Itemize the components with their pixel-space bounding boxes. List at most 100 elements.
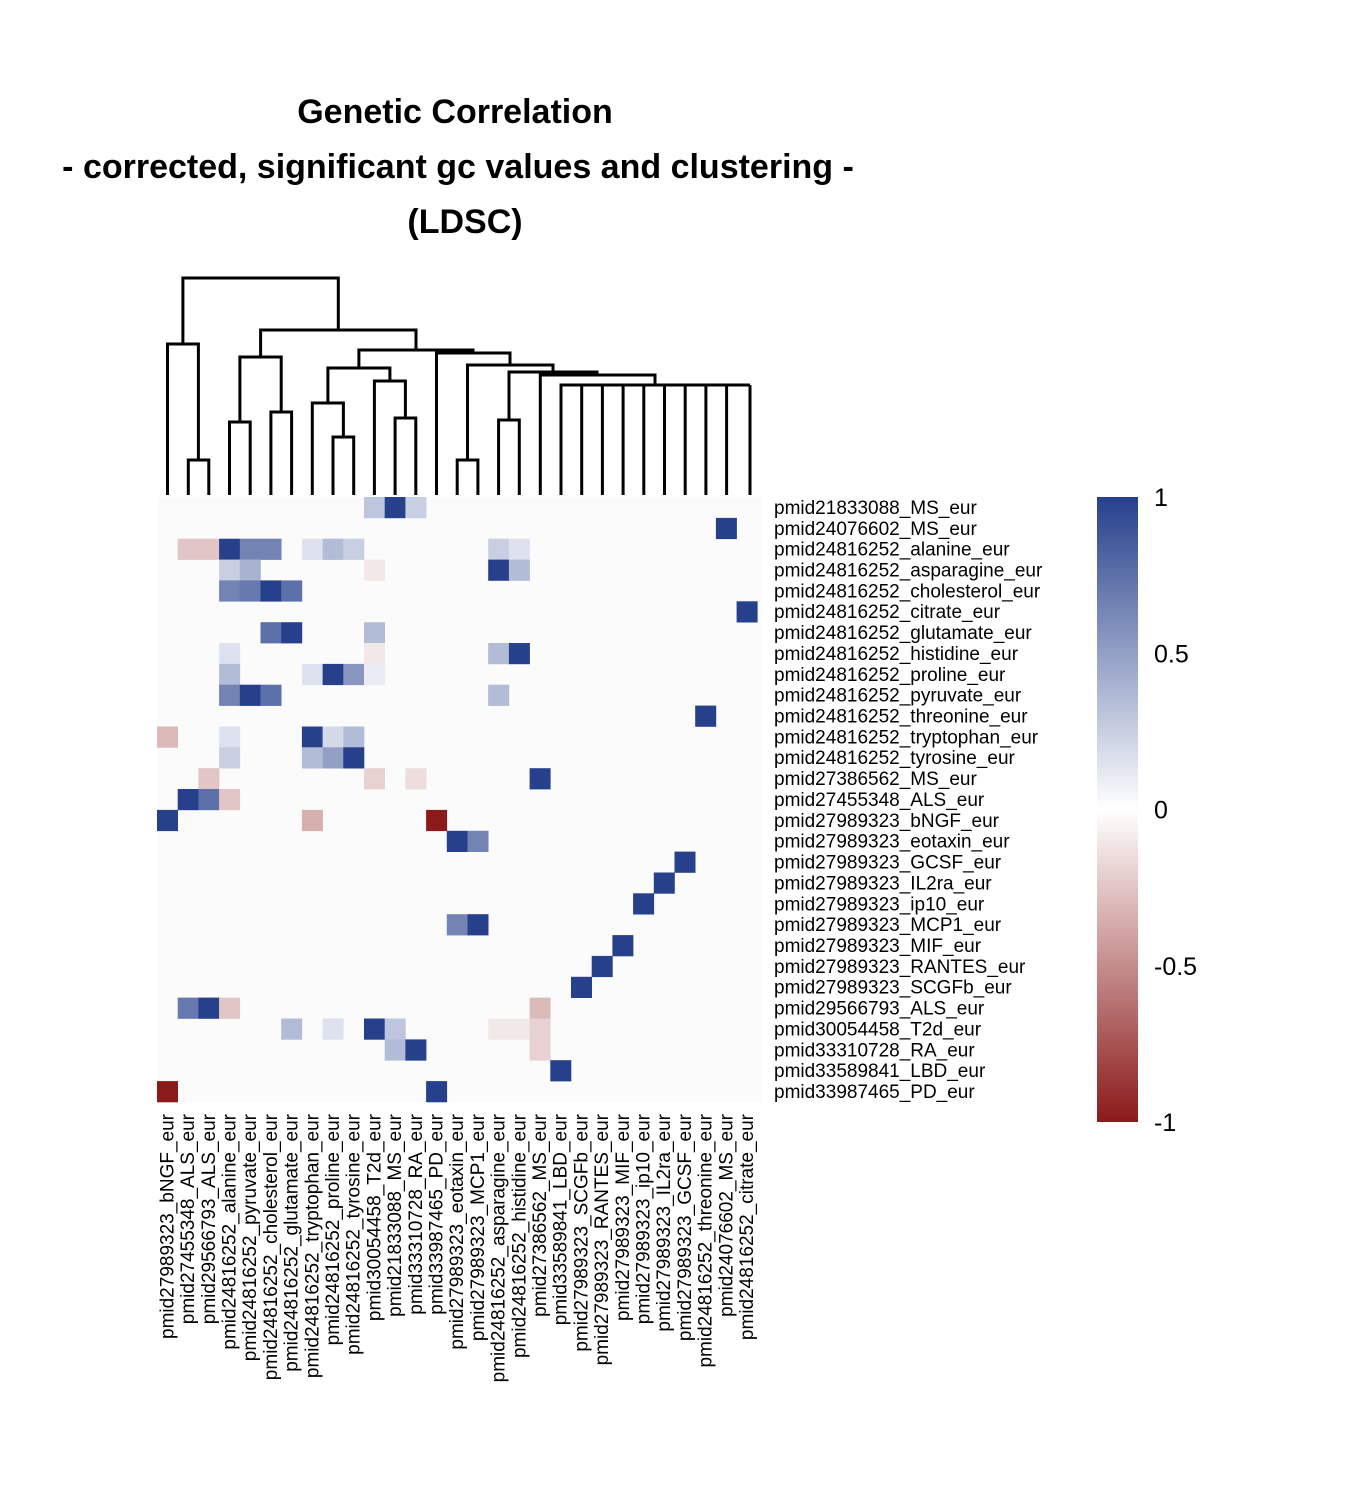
heatmap-cell <box>157 1081 178 1103</box>
dendrogram-branch <box>186 458 211 495</box>
heatmap-cell <box>177 538 199 560</box>
column-label: pmid27989323_MIF_eur <box>613 1113 634 1321</box>
heatmap-cell <box>219 726 241 748</box>
heatmap-cell <box>322 538 344 560</box>
heatmap-cells <box>157 497 758 1103</box>
heatmap-cell <box>177 997 199 1019</box>
heatmap-cell <box>384 1039 406 1061</box>
heatmap-cell <box>488 1018 510 1040</box>
legend-colorbar <box>1097 497 1138 1122</box>
heatmap-cell <box>591 955 613 978</box>
heatmap-cell <box>281 622 303 644</box>
heatmap-cell <box>157 809 178 832</box>
dendrogram-branch <box>181 276 340 344</box>
heatmap-cell <box>529 1039 551 1061</box>
row-labels: pmid21833088_MS_eurpmid24076602_MS_eurpm… <box>774 498 1043 1103</box>
column-label: pmid27989323_MCP1_eur <box>468 1113 489 1341</box>
row-label: pmid24816252_asparagine_eur <box>774 561 1043 582</box>
heatmap-cell <box>384 1018 406 1040</box>
heatmap-cell <box>260 538 282 560</box>
column-label: pmid27989323_ip10_eur <box>633 1113 654 1324</box>
heatmap-cell <box>157 726 178 748</box>
row-label: pmid27989323_MIF_eur <box>774 936 982 957</box>
column-dendrogram <box>166 276 752 495</box>
heatmap-cell <box>426 809 448 832</box>
heatmap-cell <box>736 601 758 623</box>
column-label: pmid24816252_asparagine_eur <box>489 1113 510 1382</box>
heatmap-cell <box>301 663 323 686</box>
row-label: pmid27989323_bNGF_eur <box>774 811 1000 832</box>
chart-title: Genetic Correlation - corrected, signifi… <box>62 93 854 241</box>
row-label: pmid30054458_T2d_eur <box>774 1019 982 1040</box>
row-label: pmid27989323_SCGFb_eur <box>774 978 1012 999</box>
dendrogram-branch <box>331 435 356 495</box>
heatmap-cell <box>405 768 427 790</box>
column-label: pmid33589841_LBD_eur <box>551 1113 572 1325</box>
column-label: pmid27989323_eotaxin_eur <box>447 1113 468 1349</box>
column-label: pmid24816252_threonine_eur <box>696 1113 717 1367</box>
heatmap-cell <box>301 809 323 832</box>
heatmap-cell <box>219 580 241 602</box>
heatmap-cell <box>219 789 241 811</box>
dendrogram-branch <box>166 342 200 495</box>
heatmap-cell <box>571 976 592 998</box>
row-label: pmid24816252_citrate_eur <box>774 602 1001 623</box>
legend-tick-label: -0.5 <box>1154 953 1197 981</box>
heatmap-cell <box>219 997 241 1019</box>
column-label: pmid33310728_RA_eur <box>406 1113 427 1314</box>
heatmap-cell <box>219 538 241 560</box>
heatmap-cell <box>488 538 510 560</box>
row-label: pmid27989323_IL2ra_eur <box>774 873 992 894</box>
column-label: pmid27989323_SCGFb_eur <box>571 1113 592 1351</box>
row-label: pmid24816252_tyrosine_eur <box>774 748 1016 769</box>
column-labels: pmid27989323_bNGF_eur pmid27455348_ALS_eu… <box>157 1113 758 1382</box>
row-label: pmid27989323_ip10_eur <box>774 894 985 915</box>
column-label: pmid27989323_RANTES_eur <box>592 1113 613 1365</box>
heatmap-cell <box>364 497 385 519</box>
heatmap-cell <box>260 622 282 644</box>
row-label: pmid21833088_MS_eur <box>774 498 977 519</box>
heatmap-cell <box>488 684 510 706</box>
heatmap-cell <box>364 768 385 790</box>
column-label: pmid24816252_citrate_eur <box>737 1113 758 1340</box>
row-label: pmid24816252_glutamate_eur <box>774 623 1032 644</box>
column-label: pmid33987465_PD_eur <box>426 1113 447 1314</box>
row-label: pmid27989323_MCP1_eur <box>774 915 1002 936</box>
heatmap-cell <box>446 830 468 852</box>
heatmap-cell <box>426 1081 448 1103</box>
heatmap-cell <box>219 643 241 665</box>
title-line-3: (LDSC) <box>407 203 522 241</box>
heatmap-cell <box>612 935 634 957</box>
heatmap-cell <box>198 789 220 811</box>
heatmap-cell <box>343 747 365 769</box>
heatmap-cell <box>364 559 385 581</box>
heatmap-cell <box>239 538 261 560</box>
heatmap-cell <box>364 1018 385 1040</box>
heatmap-cell <box>653 872 675 894</box>
heatmap-cell <box>239 559 261 581</box>
row-label: pmid24816252_pyruvate_eur <box>774 686 1022 707</box>
row-label: pmid24816252_threonine_eur <box>774 707 1028 728</box>
heatmap-cell <box>198 997 220 1019</box>
heatmap-cell <box>343 538 365 560</box>
row-label: pmid33310728_RA_eur <box>774 1040 975 1061</box>
heatmap-cell <box>364 643 385 665</box>
heatmap-cell <box>219 747 241 769</box>
heatmap-cell <box>219 663 241 686</box>
heatmap-cell <box>405 497 427 519</box>
heatmap-cell <box>219 559 241 581</box>
dendrogram-branch <box>393 416 418 495</box>
heatmap-cell <box>343 726 365 748</box>
heatmap-cell <box>322 747 344 769</box>
dendrogram-branch <box>559 383 750 495</box>
heatmap-cell <box>695 705 717 727</box>
heatmap-cell <box>260 580 282 602</box>
row-label: pmid24816252_tryptophan_eur <box>774 727 1039 748</box>
heatmap-cell <box>508 1018 530 1040</box>
legend-tick-label: -1 <box>1154 1109 1176 1137</box>
column-label: pmid24816252_tryptophan_eur <box>302 1113 323 1378</box>
row-label: pmid27989323_RANTES_eur <box>774 957 1026 978</box>
heatmap-cell <box>301 726 323 748</box>
dendrogram-branch <box>455 458 480 495</box>
heatmap-cell <box>301 538 323 560</box>
